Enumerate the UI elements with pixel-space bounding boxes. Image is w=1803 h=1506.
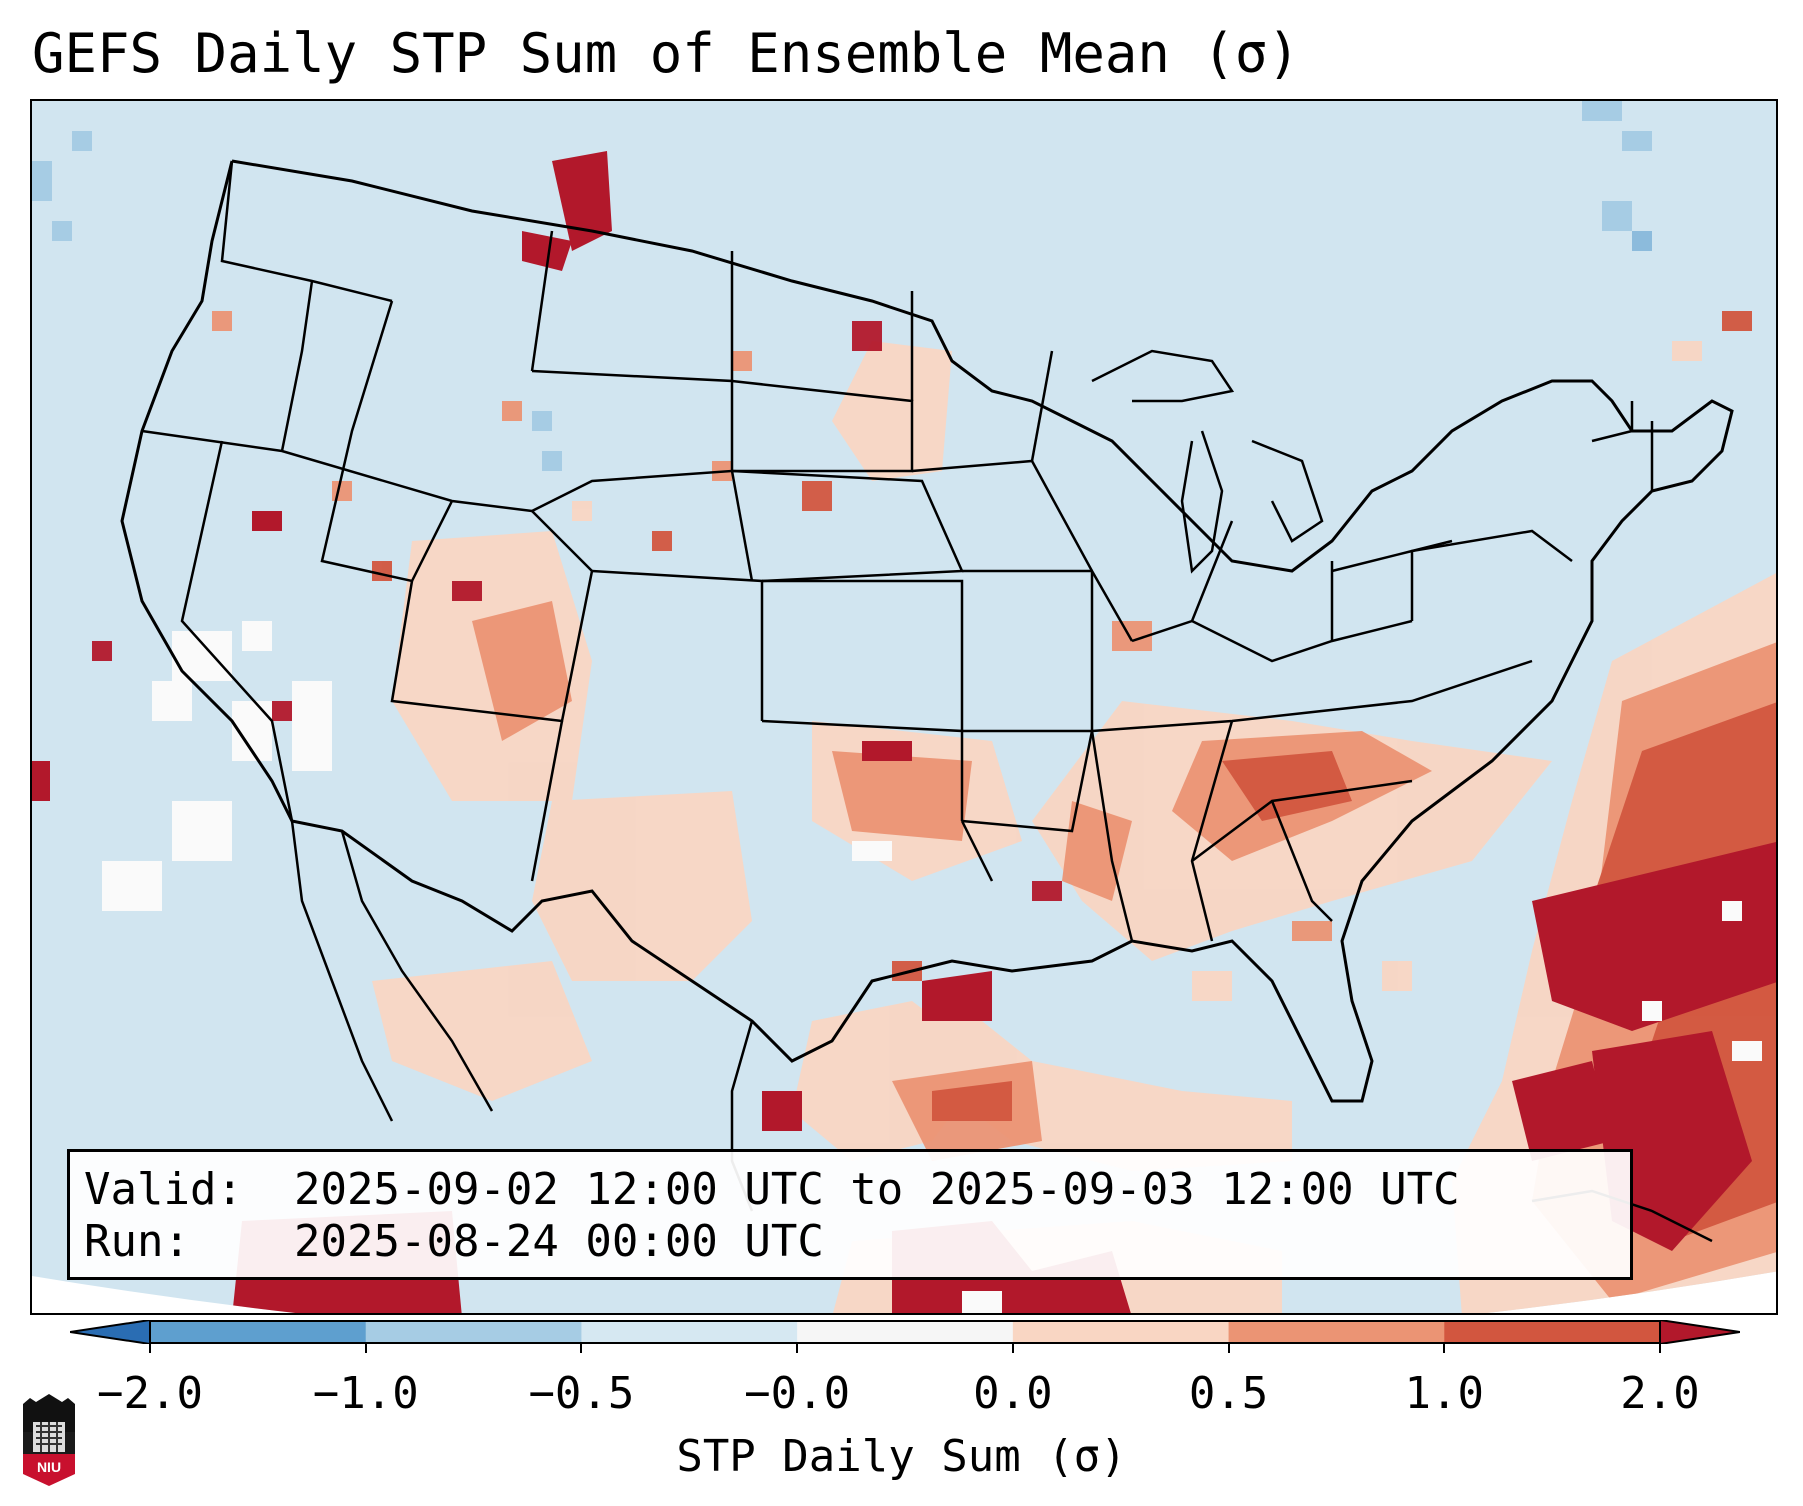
colorbar-tick-mark — [1443, 1343, 1446, 1353]
colorbar-tick-mark — [364, 1343, 367, 1353]
valid-value: 2025-09-02 12:00 UTC to 2025-09-03 12:00… — [294, 1164, 1460, 1215]
colorbar-tick-label: 0.0 — [973, 1368, 1053, 1419]
colorbar-extend-low — [70, 1320, 151, 1344]
colorbar-tick-mark — [149, 1343, 151, 1353]
colorbar-segment — [797, 1321, 1014, 1343]
colorbar-tick-label: 0.5 — [1188, 1368, 1269, 1419]
great-lakes — [1091, 349, 1453, 574]
colorbar-tick-mark — [1011, 1343, 1014, 1353]
colorbar-extend-high — [1659, 1320, 1740, 1344]
colorbar-segment — [581, 1321, 798, 1343]
map-title: GEFS Daily STP Sum of Ensemble Mean (σ) — [32, 22, 1300, 85]
map-canvas — [32, 101, 1776, 1313]
validity-info-box: Valid: 2025-09-02 12:00 UTC to 2025-09-03… — [67, 1149, 1633, 1280]
colorbar-segment — [365, 1321, 582, 1343]
colorbar-segment — [1444, 1321, 1661, 1343]
anomaly-field-extreme — [32, 151, 1776, 1313]
colorbar-tick-label: 2.0 — [1620, 1368, 1700, 1419]
colorbar-tick-label: −0.0 — [744, 1368, 851, 1419]
colorbar-label: STP Daily Sum (σ) — [676, 1431, 1127, 1482]
neutral-pixels — [102, 621, 1762, 1313]
colorbar — [70, 1320, 1740, 1344]
colorbar-segment — [1228, 1321, 1445, 1343]
niu-logo: NIU — [23, 1394, 75, 1486]
state-boundaries — [141, 160, 1654, 942]
colorbar-tick-mark — [1659, 1343, 1661, 1353]
logo-text: NIU — [37, 1459, 61, 1475]
colorbar-tick-mark — [580, 1343, 583, 1353]
colorbar-tick-label: −0.5 — [528, 1368, 635, 1419]
colorbar-tick-label: 1.0 — [1404, 1368, 1485, 1419]
map-panel[interactable] — [30, 99, 1778, 1315]
colorbar-tick-mark — [796, 1343, 799, 1353]
colorbar-segment — [150, 1321, 367, 1343]
colorbar-tick-label: −2.0 — [97, 1368, 203, 1419]
valid-key: Valid: — [84, 1164, 243, 1215]
anomaly-pixels — [92, 311, 1752, 1001]
us-outline — [120, 159, 1734, 1103]
colorbar-tick-mark — [1227, 1343, 1230, 1353]
negative-pixels — [32, 101, 1652, 471]
run-key: Run: — [84, 1216, 190, 1267]
colorbar-segments — [150, 1321, 1661, 1343]
colorbar-tick-label: −1.0 — [312, 1368, 419, 1419]
run-value: 2025-08-24 00:00 UTC — [294, 1216, 824, 1267]
colorbar-segment — [1012, 1321, 1230, 1343]
